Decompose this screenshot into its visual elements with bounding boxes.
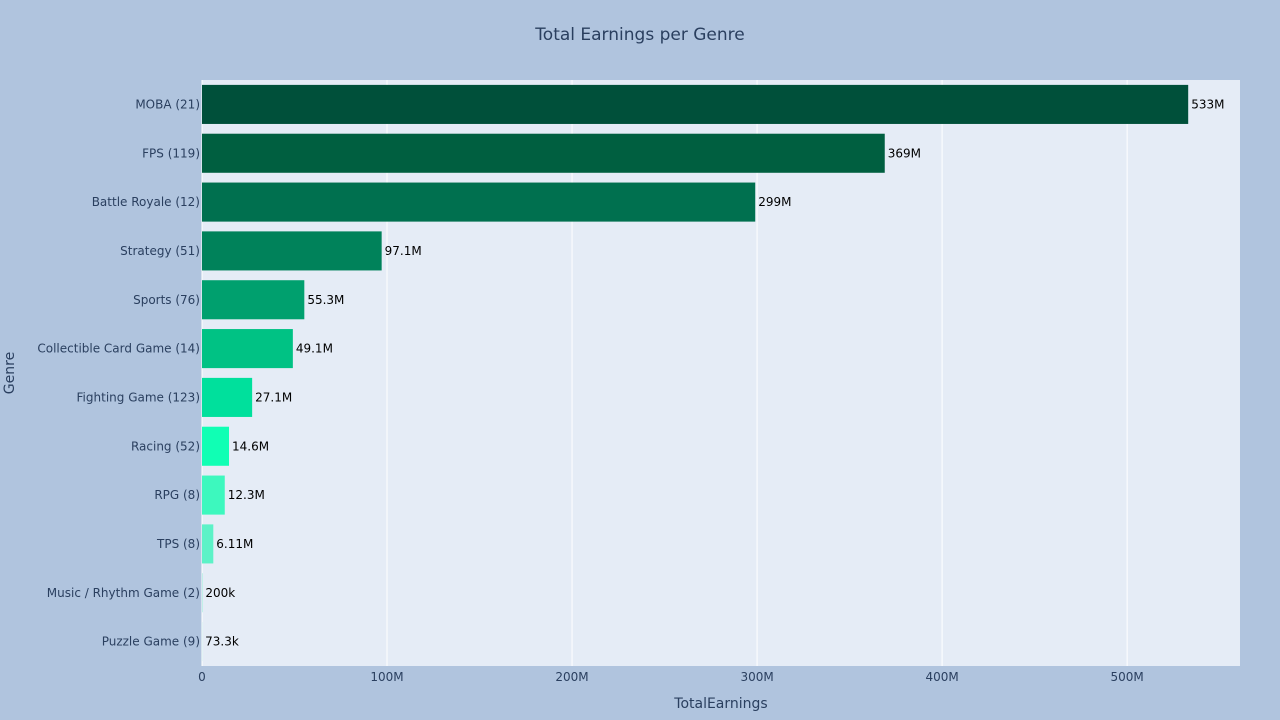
y-tick-label: MOBA (21) xyxy=(135,97,200,111)
y-tick-label: Music / Rhythm Game (2) xyxy=(47,586,200,600)
y-tick-label: Fighting Game (123) xyxy=(77,390,200,404)
bar-value-label: 369M xyxy=(888,146,921,160)
y-tick-label: RPG (8) xyxy=(154,488,200,502)
x-tick-label: 0 xyxy=(198,670,206,684)
bar[interactable] xyxy=(202,280,305,320)
bar[interactable] xyxy=(202,475,225,515)
bar[interactable] xyxy=(202,231,382,271)
y-tick-label: TPS (8) xyxy=(156,537,200,551)
grid-lines xyxy=(201,80,1128,666)
bar-value-label: 49.1M xyxy=(296,342,333,356)
bars xyxy=(202,84,1189,662)
x-tick-label: 300M xyxy=(740,670,773,684)
y-axis-label: Genre xyxy=(2,352,18,394)
plot-area xyxy=(202,80,1240,666)
y-tick-label: FPS (119) xyxy=(142,146,200,160)
y-tick-label: Racing (52) xyxy=(131,439,200,453)
bar-value-label: 299M xyxy=(758,195,791,209)
bar[interactable] xyxy=(202,426,230,466)
bar[interactable] xyxy=(202,524,214,564)
bar-value-label: 73.3k xyxy=(205,635,239,649)
x-tick-label: 500M xyxy=(1111,670,1144,684)
chart-title: Total Earnings per Genre xyxy=(534,25,744,45)
bar[interactable] xyxy=(202,133,885,173)
x-tick-label: 100M xyxy=(370,670,403,684)
y-tick-label: Puzzle Game (9) xyxy=(102,635,200,649)
x-tick-label: 200M xyxy=(555,670,588,684)
bar-value-label: 12.3M xyxy=(228,488,265,502)
bar-value-label: 55.3M xyxy=(307,293,344,307)
bar[interactable] xyxy=(202,377,253,417)
y-tick-label: Battle Royale (12) xyxy=(92,195,200,209)
bar-value-label: 200k xyxy=(205,586,235,600)
bar-value-label: 14.6M xyxy=(232,439,269,453)
bar[interactable] xyxy=(202,84,1189,124)
y-tick-label: Collectible Card Game (14) xyxy=(37,342,200,356)
bar-value-label: 6.11M xyxy=(216,537,253,551)
data-labels: 533M 369M 299M 97.1M 55.3M 49.1M 27.1M 14.6M 12.… xyxy=(205,97,1224,648)
y-tick-label: Sports (76) xyxy=(133,293,200,307)
bar-value-label: 27.1M xyxy=(255,390,292,404)
x-axis-label: TotalEarnings xyxy=(673,696,767,712)
x-axis-ticks: 0 100M 200M 300M 400M 500M xyxy=(198,670,1144,684)
x-tick-label: 400M xyxy=(925,670,958,684)
bar[interactable] xyxy=(202,182,756,222)
y-tick-label: Strategy (51) xyxy=(120,244,200,258)
bar-value-label: 97.1M xyxy=(385,244,422,258)
bar-value-label: 533M xyxy=(1191,97,1224,111)
bar[interactable] xyxy=(202,329,293,369)
y-axis-ticks: MOBA (21) FPS (119) Battle Royale (12) Stra… xyxy=(37,97,200,648)
